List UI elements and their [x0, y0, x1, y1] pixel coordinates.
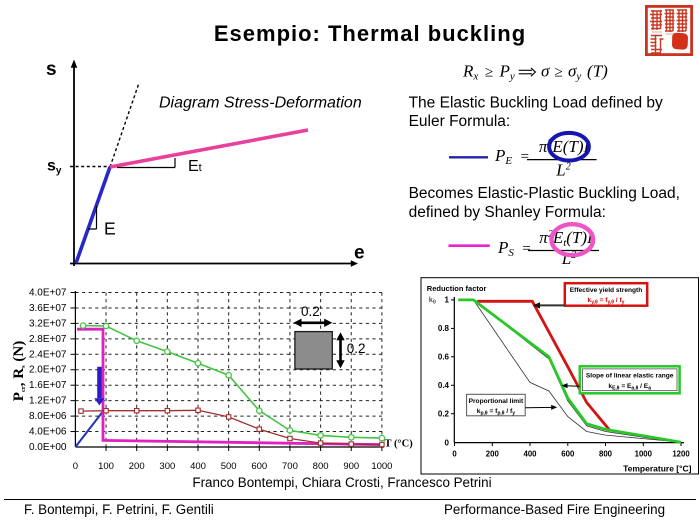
svg-text:0.0E+00: 0.0E+00	[29, 442, 67, 453]
svg-text:1000: 1000	[371, 461, 392, 472]
svg-text:3.2E+07: 3.2E+07	[29, 318, 67, 329]
svg-text:Slope of linear elastic range: Slope of linear elastic range	[586, 372, 674, 379]
svg-text:8.0E+06: 8.0E+06	[29, 411, 67, 422]
svg-text:ky,θ = fy,θ / fy: ky,θ = fy,θ / fy	[588, 297, 625, 306]
svg-text:2.0E+07: 2.0E+07	[29, 365, 67, 376]
svg-text:kp,θ = fp,θ / fy: kp,θ = fp,θ / fy	[477, 408, 515, 417]
svg-text:0: 0	[73, 461, 78, 472]
svg-text:1: 1	[445, 296, 450, 305]
svg-text:E: E	[104, 219, 116, 239]
svg-text:500: 500	[221, 461, 237, 472]
svg-text:PS =: PS =	[497, 238, 532, 259]
svg-text:100: 100	[98, 461, 114, 472]
svg-text:0.8: 0.8	[438, 324, 450, 333]
svg-text:700: 700	[282, 461, 298, 472]
svg-text:800: 800	[599, 450, 613, 459]
svg-text:0.4: 0.4	[438, 381, 450, 390]
svg-text:0.6: 0.6	[438, 353, 450, 362]
svg-text:Proportional limit: Proportional limit	[469, 398, 524, 405]
svg-text:s: s	[46, 59, 57, 80]
svg-text:PE =: PE =	[494, 146, 530, 167]
svg-text:kθ: kθ	[429, 295, 436, 306]
svg-text:Rx: Rx	[462, 61, 478, 82]
svg-text:600: 600	[561, 450, 575, 459]
svg-text:e: e	[354, 243, 365, 264]
svg-text:600: 600	[251, 461, 267, 472]
svg-text:π2Et(T)I: π2Et(T)I	[539, 228, 594, 249]
svg-text:σy (T): σy (T)	[568, 61, 608, 82]
svg-text:400: 400	[523, 450, 537, 459]
svg-text:0.2: 0.2	[438, 410, 450, 419]
svg-text:2.4E+07: 2.4E+07	[29, 349, 67, 360]
svg-text:200: 200	[129, 461, 145, 472]
svg-text:300: 300	[159, 461, 175, 472]
svg-text:4.0E+06: 4.0E+06	[29, 427, 67, 438]
svg-text:σ: σ	[541, 61, 550, 80]
svg-text:4.0E+07: 4.0E+07	[29, 288, 67, 299]
svg-text:sy: sy	[47, 158, 62, 177]
svg-text:Et: Et	[188, 158, 202, 175]
svg-text:L2: L2	[555, 161, 570, 180]
svg-text:The Elastic Buckling Load defi: The Elastic Buckling Load defined by	[409, 95, 663, 112]
svg-text:0.2: 0.2	[301, 304, 320, 319]
svg-text:200: 200	[486, 450, 500, 459]
svg-text:Py: Py	[499, 61, 515, 82]
svg-text:0: 0	[452, 450, 457, 459]
svg-text:800: 800	[313, 461, 329, 472]
svg-text:Reduction factor: Reduction factor	[427, 284, 487, 293]
svg-text:Euler Formula:: Euler Formula:	[409, 113, 511, 130]
svg-text:Diagram Stress-Deformation: Diagram Stress-Deformation	[159, 95, 362, 112]
svg-text:T (°C): T (°C)	[385, 439, 414, 450]
svg-text:1000: 1000	[635, 450, 653, 459]
svg-text:Effective yield strength: Effective yield strength	[570, 287, 643, 294]
svg-text:3.6E+07: 3.6E+07	[29, 303, 67, 314]
svg-text:defined by Shanley Formula:: defined by Shanley Formula:	[409, 204, 606, 221]
svg-text:kE,θ = Ea,θ / Ea: kE,θ = Ea,θ / Ea	[608, 383, 651, 392]
svg-text:0: 0	[445, 438, 450, 447]
svg-text:1.6E+07: 1.6E+07	[29, 380, 67, 391]
svg-text:Becomes Elastic-Plastic Buckli: Becomes Elastic-Plastic Buckling Load,	[409, 185, 680, 202]
svg-text:Pcr, Rs (N): Pcr, Rs (N)	[11, 341, 27, 401]
svg-text:2.8E+07: 2.8E+07	[29, 334, 67, 345]
svg-text:π2E(T)I: π2E(T)I	[539, 137, 591, 156]
svg-text:900: 900	[343, 461, 359, 472]
svg-text:≥: ≥	[485, 64, 493, 80]
svg-text:400: 400	[190, 461, 206, 472]
svg-text:0.2: 0.2	[347, 341, 366, 356]
svg-text:1200: 1200	[672, 450, 690, 459]
svg-text:≥: ≥	[555, 64, 563, 80]
svg-text:1.2E+07: 1.2E+07	[29, 396, 67, 407]
svg-text:Temperature [°C]: Temperature [°C]	[623, 464, 692, 474]
